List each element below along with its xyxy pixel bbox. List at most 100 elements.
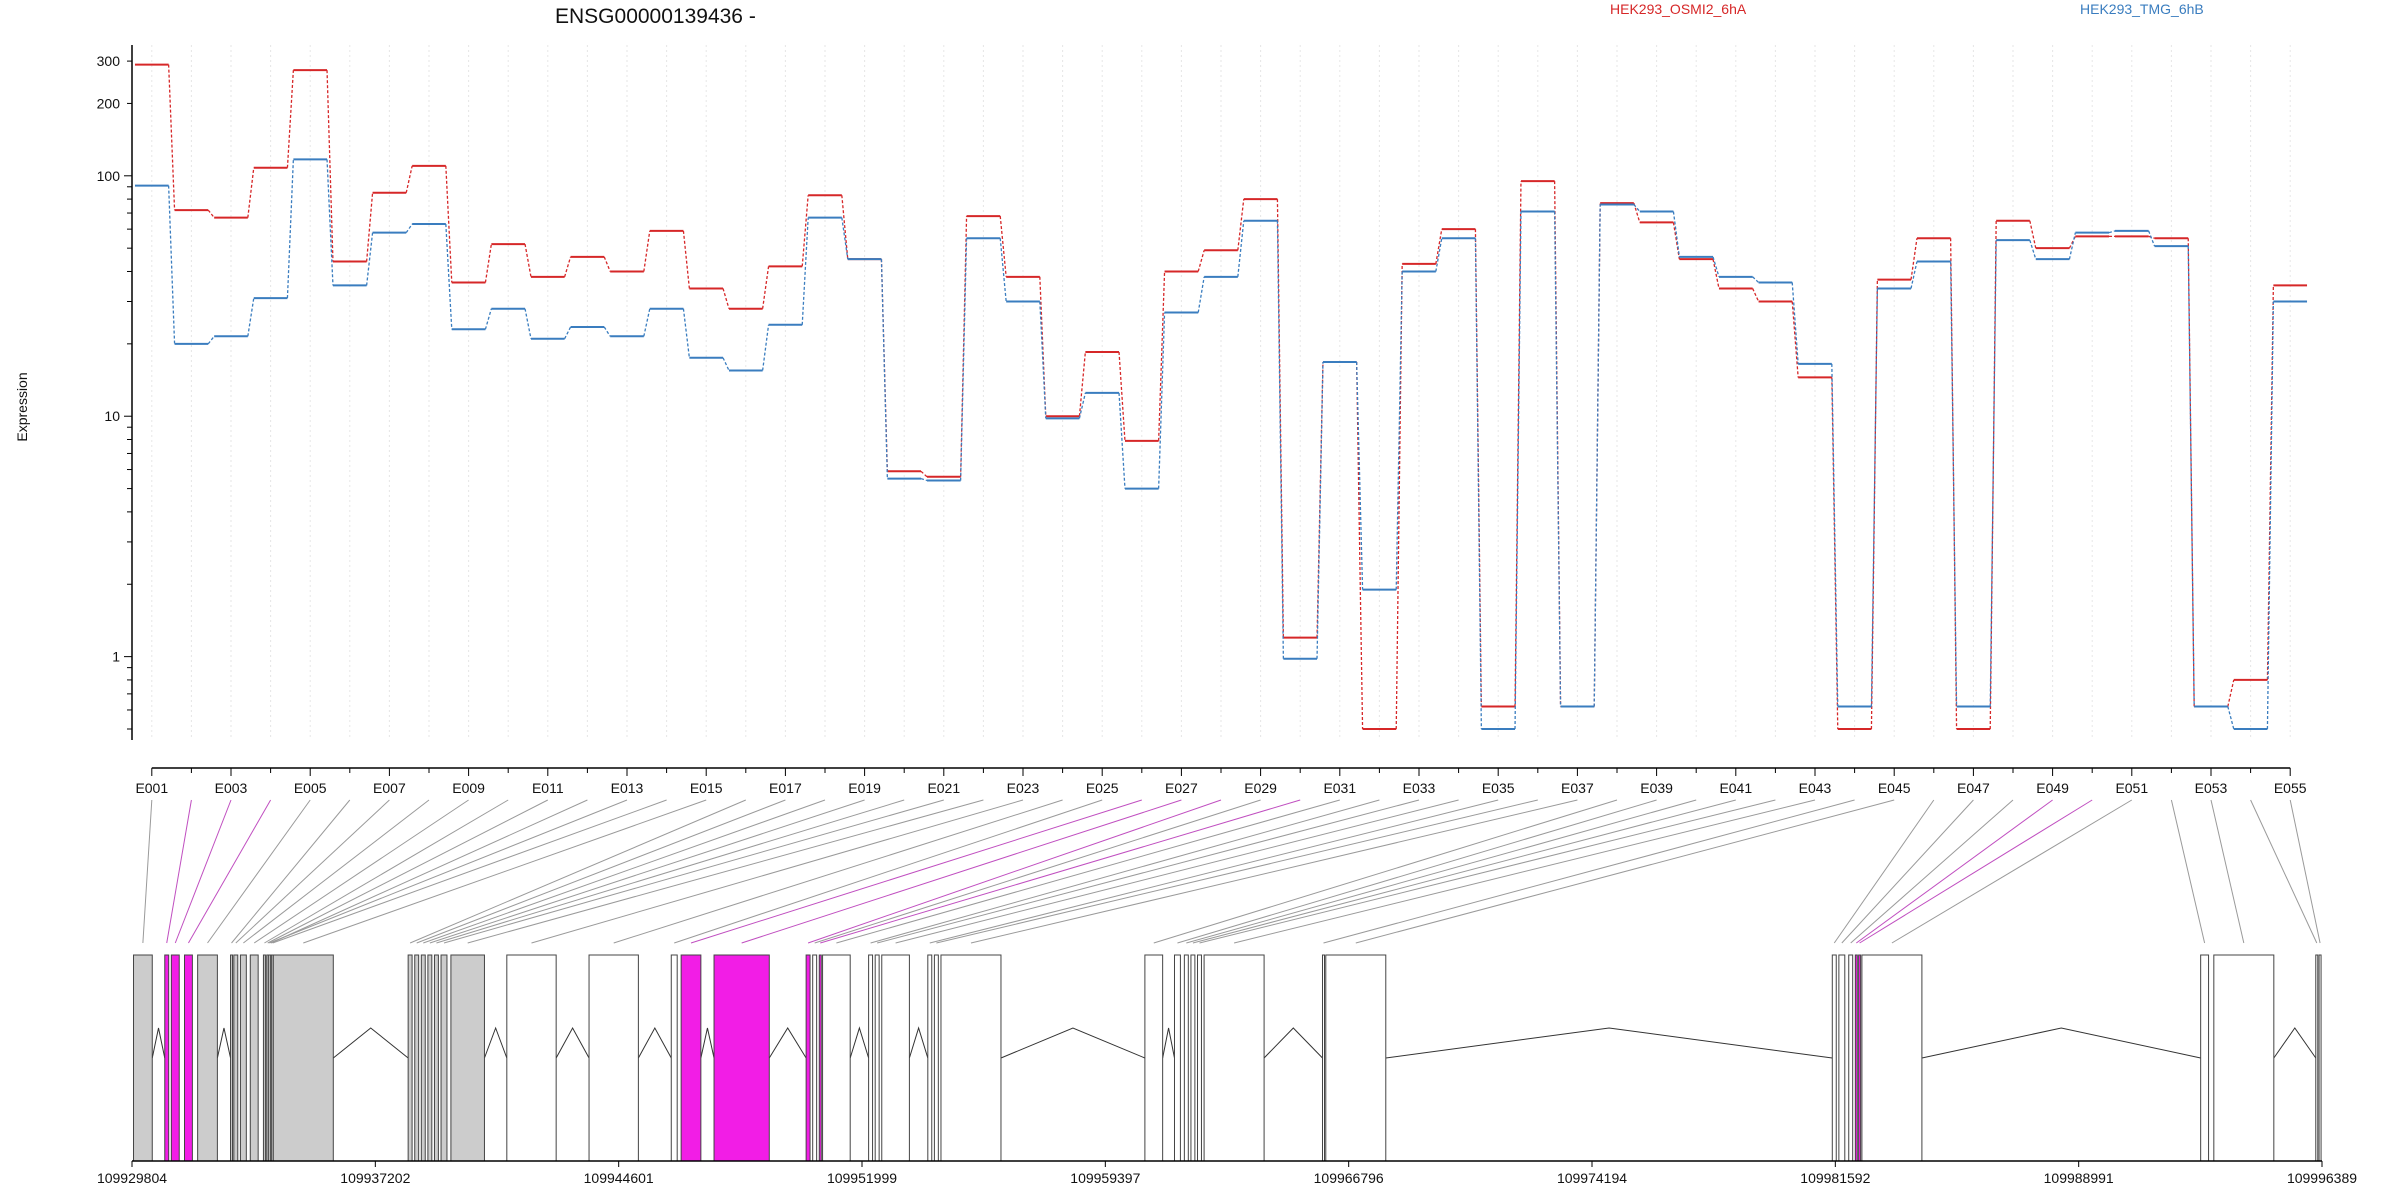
exon-connector: [895, 799, 1459, 944]
exon-box: [272, 954, 334, 1162]
series-connector: [247, 167, 255, 218]
exon-box: [230, 954, 234, 1162]
exon-connector: [2170, 799, 2206, 944]
x-tick-label: E001: [135, 780, 168, 796]
series-connector: [603, 256, 611, 272]
exon-box: [1144, 954, 1164, 1162]
exon-box: [233, 954, 239, 1162]
series-connector: [484, 243, 493, 283]
series-connector: [1672, 211, 1681, 257]
genomic-tick-label: 109951999: [827, 1170, 897, 1186]
y-tick-label: 10: [104, 408, 120, 424]
chart-title: ENSG00000139436 -: [555, 5, 756, 28]
series-connector: [1435, 229, 1443, 265]
genomic-tick-label: 109981592: [1800, 1170, 1870, 1186]
exon-connector: [436, 799, 905, 944]
exon-box: [2315, 954, 2319, 1162]
exon-connector: [2250, 799, 2318, 944]
genomic-tick-label: 109929804: [97, 1170, 167, 1186]
x-tick-label: E055: [2274, 780, 2307, 796]
exon-connector: [1199, 799, 1776, 944]
exon-box: [812, 954, 818, 1162]
x-tick-label: E021: [927, 780, 960, 796]
exon-connector: [1841, 799, 1974, 944]
series-connector: [564, 326, 572, 340]
exon-box: [1831, 954, 1837, 1162]
series-connector: [643, 230, 651, 272]
x-axis: E001 E003 E005 E007 E009 E011 E013 E015 E017 E019…: [135, 767, 2307, 796]
x-tick-label: E027: [1165, 780, 1198, 796]
series-connector: [445, 224, 453, 330]
y-tick-label: 300: [97, 53, 121, 69]
series-connector: [1118, 392, 1126, 489]
x-tick-label: E003: [215, 780, 248, 796]
series-connector: [920, 478, 928, 482]
x-tick-label: E045: [1878, 780, 1911, 796]
x-tick-label: E043: [1799, 780, 1832, 796]
series-connector: [326, 70, 334, 262]
genomic-tick-label: 109966796: [1314, 1170, 1384, 1186]
exon-box: [2213, 954, 2275, 1162]
gene-model: [133, 954, 2322, 1162]
exon-box: [1854, 954, 1858, 1162]
series-connector: [2068, 232, 2077, 260]
series-connector: [445, 165, 453, 283]
exon-connector: [1833, 799, 1935, 944]
exon-connector: [836, 799, 1340, 944]
series-connector: [2029, 239, 2037, 260]
x-tick-label: E053: [2195, 780, 2228, 796]
y-tick-label: 200: [97, 95, 121, 111]
exon-box: [133, 954, 153, 1162]
exon-box: [1190, 954, 1196, 1162]
exon-connector: [674, 799, 1103, 944]
exon-box: [1203, 954, 1265, 1162]
exon-box: [1848, 954, 1854, 1162]
exon-connector: [235, 799, 390, 944]
x-tick-label: E015: [690, 780, 723, 796]
series-connector: [1752, 288, 1760, 302]
series-connector: [722, 357, 730, 371]
series-connector: [524, 308, 532, 339]
series-connector: [365, 232, 374, 286]
exon-connector: [1850, 799, 2014, 944]
intron-line: [1385, 1027, 1833, 1059]
series-connector: [1831, 363, 1839, 707]
genomic-tick-label: 109944601: [584, 1170, 654, 1186]
exon-connector: [690, 799, 1142, 944]
x-tick-label: E037: [1561, 780, 1594, 796]
exon-box: [197, 954, 218, 1162]
exon-box: [433, 954, 439, 1162]
series-connector: [1712, 256, 1720, 278]
exon-connector: [270, 799, 588, 944]
series-connector: [524, 243, 532, 277]
exon-connector: [416, 799, 786, 944]
exon-connector: [207, 799, 311, 944]
series-connector: [1237, 199, 1245, 251]
exon-connector: [970, 799, 1578, 944]
series-connector: [1633, 204, 1641, 212]
exon-box: [239, 954, 247, 1162]
exon-connector: [243, 799, 430, 944]
exon-box: [183, 954, 193, 1162]
series-connector: [603, 326, 611, 337]
x-tick-label: E023: [1007, 780, 1040, 796]
exon-box: [874, 954, 880, 1162]
intron-line: [1000, 1027, 1146, 1059]
series-connector: [682, 230, 691, 289]
series-connector: [1078, 351, 1087, 417]
x-tick-label: E007: [373, 780, 406, 796]
exon-connector: [1323, 799, 1855, 944]
x-tick-label: E049: [2036, 780, 2069, 796]
intron-line: [483, 1026, 508, 1059]
x-tick-label: E025: [1086, 780, 1119, 796]
series-connector: [2148, 230, 2156, 247]
exon-connector: [264, 799, 509, 944]
exon-connector: [272, 799, 667, 944]
genomic-tick-label: 109937202: [340, 1170, 410, 1186]
series-connector: [999, 238, 1007, 302]
series-connector: [167, 64, 176, 211]
series-connector: [1949, 261, 1958, 707]
series-connector: [801, 195, 809, 267]
